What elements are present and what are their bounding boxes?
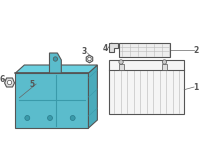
Circle shape (53, 57, 58, 61)
Polygon shape (109, 43, 118, 52)
Circle shape (7, 80, 12, 85)
Circle shape (119, 60, 123, 64)
Circle shape (48, 116, 52, 121)
Polygon shape (88, 65, 97, 128)
Polygon shape (5, 78, 14, 87)
Circle shape (88, 57, 91, 61)
Circle shape (25, 116, 30, 121)
Polygon shape (49, 53, 61, 73)
FancyBboxPatch shape (119, 43, 170, 57)
Text: 2: 2 (193, 46, 199, 55)
Polygon shape (15, 73, 88, 128)
FancyBboxPatch shape (119, 64, 124, 70)
FancyBboxPatch shape (162, 64, 167, 70)
Text: 5: 5 (30, 80, 35, 88)
Polygon shape (86, 55, 93, 63)
Text: 3: 3 (82, 46, 87, 56)
Circle shape (70, 116, 75, 121)
FancyBboxPatch shape (109, 60, 184, 114)
Polygon shape (15, 65, 97, 73)
Text: 6: 6 (0, 75, 5, 83)
Text: 1: 1 (193, 82, 199, 91)
Text: 4: 4 (103, 44, 108, 52)
Circle shape (162, 60, 167, 64)
